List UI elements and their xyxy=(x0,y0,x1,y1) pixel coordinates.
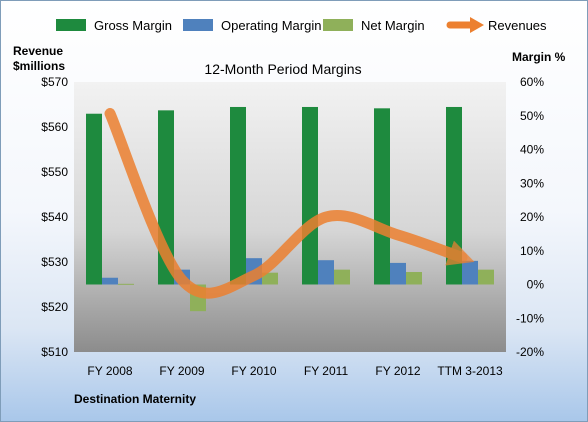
right-tick-label: 40% xyxy=(520,143,544,157)
revenue-line-group xyxy=(104,108,475,299)
bar-gross-margin-fy-2012 xyxy=(374,108,390,285)
bar-net-margin-fy-2011 xyxy=(334,269,350,285)
right-tick-label: 60% xyxy=(520,75,544,89)
bar-gross-margin-fy-2008 xyxy=(86,113,102,285)
left-axis-ticks: $510 $520 $530 $540 $550 $560 $570 xyxy=(41,75,68,359)
bar-net-margin-fy-2008 xyxy=(118,283,134,285)
bar-gross-margin-fy-2011 xyxy=(302,106,318,285)
legend-swatch-net-margin xyxy=(323,19,353,31)
right-tick-label: 30% xyxy=(520,176,544,190)
right-tick-label: -10% xyxy=(516,311,544,325)
x-axis-ticks: FY 2008 FY 2009 FY 2010 FY 2011 FY 2012 TTM 3… xyxy=(87,364,503,378)
legend: Gross Margin Operating Margin Net Margin Re… xyxy=(56,17,547,33)
bar-operating-margin-fy-2008 xyxy=(102,277,118,285)
x-tick-label: FY 2011 xyxy=(304,364,349,378)
right-tick-label: 0% xyxy=(527,278,545,292)
bar-net-margin-ttm-3-2013 xyxy=(478,269,494,285)
legend-swatch-operating-margin xyxy=(183,19,213,31)
left-axis-label-line2: $millions xyxy=(13,59,65,73)
bar-operating-margin-fy-2012 xyxy=(390,262,406,285)
right-axis-label: Margin % xyxy=(512,50,566,64)
bar-gross-margin-fy-2010 xyxy=(230,106,246,285)
bar-gross-margin-ttm-3-2013 xyxy=(446,106,462,285)
left-tick-label: $550 xyxy=(41,165,68,179)
right-axis-ticks: -20% -10% 0% 10% 20% 30% 40% 50% 60% xyxy=(516,75,544,359)
plot-area xyxy=(74,82,506,352)
legend-label-operating-margin: Operating Margin xyxy=(221,18,321,33)
right-tick-label: 50% xyxy=(520,109,544,123)
chart-title: 12-Month Period Margins xyxy=(204,61,361,77)
legend-swatch-gross-margin xyxy=(56,19,86,31)
left-tick-label: $510 xyxy=(41,345,68,359)
x-tick-label: FY 2010 xyxy=(231,364,276,378)
bar-net-margin-fy-2010 xyxy=(262,272,278,285)
legend-label-net-margin: Net Margin xyxy=(361,18,425,33)
left-tick-label: $520 xyxy=(41,300,68,314)
legend-label-revenues: Revenues xyxy=(488,18,547,33)
x-tick-label: FY 2012 xyxy=(375,364,420,378)
left-tick-label: $570 xyxy=(41,75,68,89)
left-tick-label: $560 xyxy=(41,120,68,134)
right-tick-label: -20% xyxy=(516,345,544,359)
revenue-line xyxy=(104,108,475,299)
right-tick-label: 20% xyxy=(520,210,544,224)
left-tick-label: $540 xyxy=(41,210,68,224)
left-axis-label-line1: Revenue xyxy=(13,44,63,58)
bar-operating-margin-fy-2011 xyxy=(318,260,334,285)
x-tick-label: TTM 3-2013 xyxy=(437,364,503,378)
x-tick-label: FY 2008 xyxy=(87,364,132,378)
legend-swatch-revenue-arrowhead xyxy=(470,17,484,33)
x-tick-label: FY 2009 xyxy=(159,364,204,378)
chart-subtitle: Destination Maternity xyxy=(74,392,196,406)
right-tick-label: 10% xyxy=(520,244,544,258)
left-tick-label: $530 xyxy=(41,255,68,269)
legend-label-gross-margin: Gross Margin xyxy=(94,18,172,33)
bar-net-margin-fy-2012 xyxy=(406,272,422,285)
bar-operating-margin-ttm-3-2013 xyxy=(462,260,478,285)
